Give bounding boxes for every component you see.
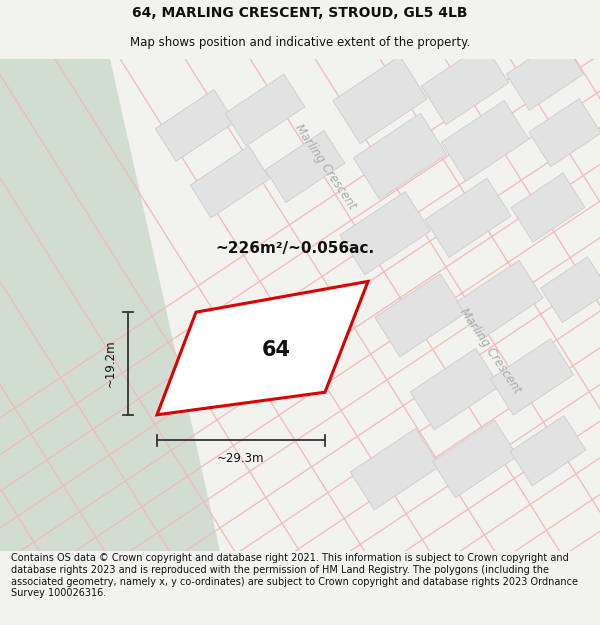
Polygon shape [375, 274, 465, 357]
Text: Marling Crescent: Marling Crescent [292, 121, 358, 211]
Text: 64, MARLING CRESCENT, STROUD, GL5 4LB: 64, MARLING CRESCENT, STROUD, GL5 4LB [132, 6, 468, 20]
Polygon shape [433, 420, 517, 498]
Polygon shape [333, 56, 427, 144]
Text: ~19.2m: ~19.2m [104, 339, 116, 388]
Polygon shape [457, 260, 543, 339]
Text: Map shows position and indicative extent of the property.: Map shows position and indicative extent… [130, 36, 470, 49]
Polygon shape [529, 99, 600, 167]
Polygon shape [506, 38, 584, 111]
Polygon shape [225, 74, 305, 146]
Polygon shape [190, 146, 270, 217]
Polygon shape [510, 416, 586, 486]
Polygon shape [157, 281, 368, 415]
Text: ~29.3m: ~29.3m [217, 452, 265, 466]
Text: ~226m²/~0.056ac.: ~226m²/~0.056ac. [215, 241, 374, 256]
Polygon shape [350, 429, 440, 510]
Polygon shape [340, 192, 430, 275]
Text: Contains OS data © Crown copyright and database right 2021. This information is : Contains OS data © Crown copyright and d… [11, 553, 578, 598]
Polygon shape [490, 339, 574, 415]
Polygon shape [541, 257, 600, 322]
Polygon shape [265, 131, 345, 202]
Polygon shape [410, 348, 500, 430]
Text: 64: 64 [262, 340, 291, 360]
Polygon shape [511, 173, 585, 242]
Polygon shape [441, 101, 529, 181]
Polygon shape [155, 89, 235, 161]
Text: Marling Crescent: Marling Crescent [457, 306, 523, 396]
Polygon shape [353, 113, 446, 199]
Polygon shape [421, 44, 509, 125]
Polygon shape [425, 178, 511, 258]
Polygon shape [0, 59, 220, 551]
